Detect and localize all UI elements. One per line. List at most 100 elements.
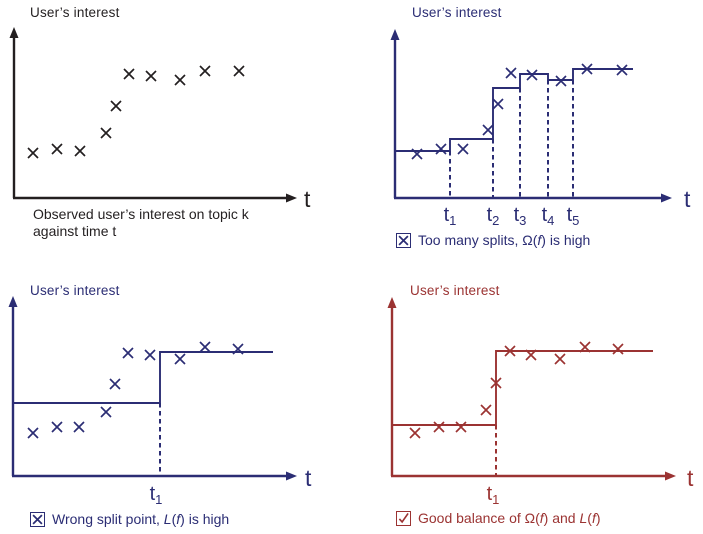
data-point-x-marker — [109, 378, 121, 390]
caption-segment: ) is high — [180, 511, 230, 527]
panel-chart-observed: t — [9, 27, 311, 212]
caption-segment: against time t — [33, 223, 117, 239]
data-point-x-marker — [411, 148, 423, 160]
caption-text: Too many splits, Ω(f) is high — [418, 232, 590, 248]
caption-segment: f — [176, 511, 181, 527]
x-axis-arrow — [665, 471, 676, 481]
data-point-x-marker — [555, 75, 567, 87]
data-point-x-marker — [433, 421, 445, 433]
caption-segment: Observed user’s interest on topic k — [33, 206, 249, 222]
caption-segment: ( — [171, 511, 177, 527]
x-axis-t-label: t — [304, 186, 311, 212]
y-axis-arrow — [9, 27, 19, 38]
caption-segment: L — [579, 510, 588, 526]
data-point-x-marker — [233, 65, 245, 77]
data-point-x-marker — [612, 343, 624, 355]
x-axis-arrow — [661, 193, 672, 203]
data-point-x-marker — [174, 74, 186, 86]
data-point-x-marker — [51, 421, 63, 433]
x-axis-arrow — [286, 471, 297, 481]
x-axis-t-label: t — [687, 465, 694, 491]
data-point-x-marker — [232, 343, 244, 355]
tick-label-t5: t5 — [567, 204, 580, 228]
boxed-x-icon — [30, 511, 45, 527]
data-point-x-marker — [409, 427, 421, 439]
data-point-x-marker — [122, 347, 134, 359]
data-point-x-marker — [199, 65, 211, 77]
step-function-line — [395, 68, 633, 152]
caption-good-balance: Good balance of Ω(f) and L(f) — [396, 510, 601, 526]
data-point-x-marker — [490, 377, 502, 389]
data-point-x-marker — [492, 98, 504, 110]
x-axis-t-label: t — [684, 186, 691, 212]
caption-segment: Wrong split point, — [52, 511, 164, 527]
panel-chart-too-many-splits: t t1 t2 t3 t4 t5 — [390, 29, 691, 228]
x-axis-arrow — [286, 193, 297, 203]
data-point-x-marker — [110, 100, 122, 112]
caption-observed: Observed user’s interest on topic k again… — [33, 206, 303, 240]
data-point-x-marker — [27, 427, 39, 439]
caption-segment: f — [537, 232, 542, 248]
y-axis-arrow — [390, 29, 400, 40]
data-point-x-marker — [480, 404, 492, 416]
panel-title-wrong-split: User’s interest — [30, 283, 120, 298]
data-point-x-marker — [199, 341, 211, 353]
caption-segment: f — [539, 510, 544, 526]
panel-title-too-many-splits: User’s interest — [412, 5, 502, 20]
data-point-x-marker — [525, 349, 537, 361]
data-point-x-marker — [145, 70, 157, 82]
caption-segment: ( — [587, 510, 592, 526]
caption-segment: ) and — [543, 510, 580, 526]
data-point-x-marker — [100, 127, 112, 139]
caption-segment: ) is high — [541, 232, 591, 248]
tick-label-t1: t1 — [444, 204, 457, 228]
caption-segment: f — [591, 510, 596, 526]
data-point-x-marker — [526, 69, 538, 81]
data-point-x-marker — [51, 143, 63, 155]
data-point-x-marker — [554, 353, 566, 365]
step-function-line — [392, 350, 653, 426]
data-point-x-marker — [73, 421, 85, 433]
data-point-x-marker — [144, 349, 156, 361]
data-point-x-marker — [174, 353, 186, 365]
panel-title-observed: User’s interest — [30, 5, 120, 20]
data-point-x-marker — [616, 64, 628, 76]
caption-too-many-splits: Too many splits, Ω(f) is high — [396, 232, 590, 248]
boxed-check-icon — [396, 510, 411, 526]
tick-label-t2: t2 — [487, 204, 500, 228]
caption-wrong-split: Wrong split point, L(f) is high — [30, 511, 229, 527]
caption-segment: L — [163, 511, 172, 527]
data-point-x-marker — [482, 124, 494, 136]
data-point-x-marker — [457, 143, 469, 155]
caption-text: Wrong split point, L(f) is high — [52, 511, 229, 527]
data-point-x-marker — [579, 341, 591, 353]
y-axis-arrow — [8, 296, 18, 307]
data-point-x-marker — [504, 345, 516, 357]
panel-chart-wrong-split-point: t t1 — [8, 296, 312, 507]
panel-title-good-balance: User’s interest — [410, 283, 500, 298]
boxed-x-icon — [396, 232, 411, 248]
caption-segment: Good balance of Ω( — [418, 510, 540, 526]
data-point-x-marker — [435, 143, 447, 155]
data-point-x-marker — [123, 68, 135, 80]
panel-chart-good-balance: t t1 — [387, 297, 694, 507]
data-point-x-marker — [581, 63, 593, 75]
y-axis-arrow — [387, 297, 397, 308]
tick-label-t1: t1 — [150, 483, 163, 507]
caption-text: Good balance of Ω(f) and L(f) — [418, 510, 601, 526]
caption-segment: ) — [595, 510, 601, 526]
x-axis-t-label: t — [305, 465, 312, 491]
tick-label-t4: t4 — [542, 204, 555, 228]
step-function-line — [13, 351, 273, 404]
caption-segment: Too many splits, Ω( — [418, 232, 538, 248]
tick-label-t3: t3 — [514, 204, 527, 228]
data-point-x-marker — [27, 147, 39, 159]
data-point-x-marker — [505, 67, 517, 79]
caption-text: Observed user’s interest on topic k again… — [33, 206, 249, 239]
data-point-x-marker — [455, 421, 467, 433]
data-point-x-marker — [100, 406, 112, 418]
data-point-x-marker — [74, 145, 86, 157]
tick-label-t1: t1 — [487, 483, 500, 507]
